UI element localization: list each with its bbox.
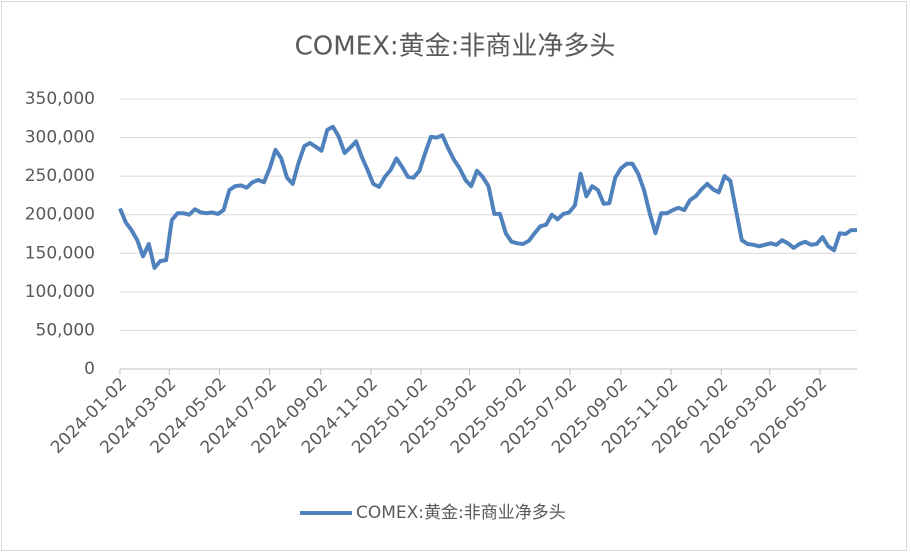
y-tick-label: 0 <box>84 359 95 379</box>
y-tick-label: 350,000 <box>25 89 95 109</box>
y-tick-label: 250,000 <box>25 166 95 186</box>
data-line <box>118 124 857 270</box>
y-tick-label: 300,000 <box>25 128 95 148</box>
y-tick-label: 50,000 <box>36 320 95 340</box>
y-tick-label: 150,000 <box>25 243 95 263</box>
y-tick-label: 100,000 <box>25 282 95 302</box>
y-tick-label: 200,000 <box>25 205 95 225</box>
legend-label: COMEX:黄金:非商业净多头 <box>356 503 566 523</box>
chart-title: COMEX:黄金:非商业净多头 <box>295 32 616 62</box>
